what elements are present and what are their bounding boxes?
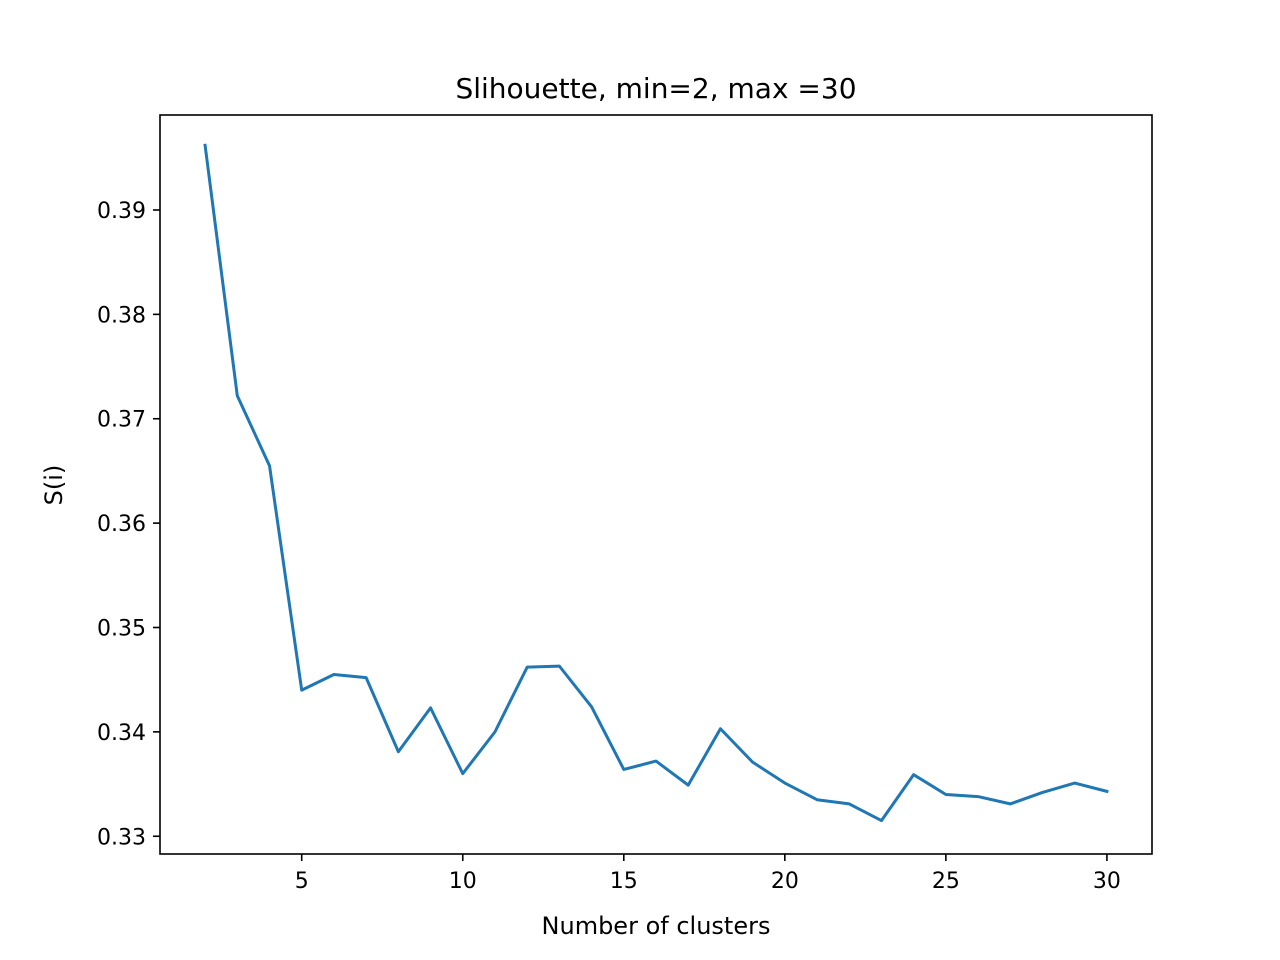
x-tick-label: 10 <box>449 869 477 894</box>
y-axis-label: S(i) <box>40 465 68 506</box>
x-tick-label: 15 <box>610 869 638 894</box>
plot-area <box>203 143 1109 823</box>
y-tick-label: 0.38 <box>97 303 146 328</box>
y-tick-label: 0.35 <box>97 616 146 641</box>
y-tick-label: 0.33 <box>97 825 146 850</box>
y-tick-label: 0.36 <box>97 512 146 537</box>
series-line-0 <box>203 143 1109 823</box>
y-axis: 0.33 0.34 0.35 0.36 0.37 0.38 0.39 <box>97 199 160 850</box>
y-tick-label: 0.37 <box>97 408 146 433</box>
y-tick-label: 0.39 <box>97 199 146 224</box>
x-tick-label: 25 <box>932 869 960 894</box>
axes-frame <box>159 114 1153 855</box>
x-tick-label: 20 <box>771 869 799 894</box>
x-tick-label: 5 <box>295 869 309 894</box>
chart-title: Slihouette, min=2, max =30 <box>455 72 856 105</box>
x-axis: 5 10 15 20 25 30 <box>295 854 1121 894</box>
y-tick-label: 0.34 <box>97 721 146 746</box>
x-axis-label: Number of clusters <box>542 912 771 940</box>
x-tick-label: 30 <box>1093 869 1121 894</box>
